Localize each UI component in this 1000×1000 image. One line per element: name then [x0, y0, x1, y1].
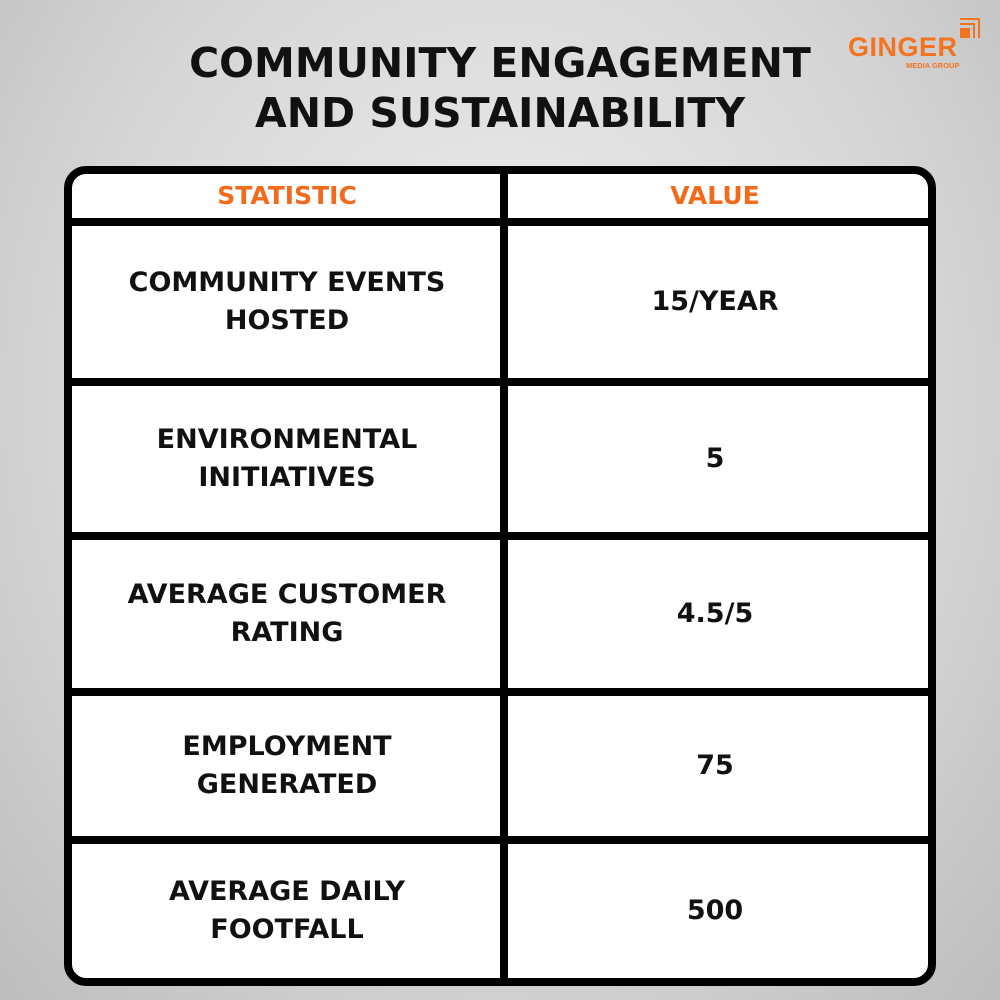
value-cell: 15/YEAR	[651, 286, 779, 317]
table-row: COMMUNITY EVENTS HOSTED 15/YEAR	[72, 226, 928, 378]
statistic-cell: COMMUNITY EVENTS HOSTED	[128, 267, 446, 336]
table-header-row: STATISTIC VALUE	[72, 174, 928, 218]
column-header-value: VALUE	[670, 181, 760, 210]
value-cell: 500	[686, 895, 744, 926]
value-cell: 5	[705, 443, 725, 474]
value-cell: 4.5/5	[676, 598, 754, 629]
table-row: AVERAGE DAILY FOOTFALL 500	[72, 844, 928, 978]
statistic-cell: EMPLOYMENT GENERATED	[182, 731, 392, 800]
page-title: COMMUNITY ENGAGEMENT AND SUSTAINABILITY	[189, 39, 811, 137]
column-header-statistic: STATISTIC	[217, 181, 357, 210]
table-row: ENVIRONMENTAL INITIATIVES 5	[72, 386, 928, 532]
value-cell: 75	[696, 750, 734, 781]
statistic-cell: AVERAGE CUSTOMER RATING	[127, 579, 447, 648]
column-divider	[500, 174, 508, 978]
statistic-cell: ENVIRONMENTAL INITIATIVES	[156, 424, 418, 493]
table-row: EMPLOYMENT GENERATED 75	[72, 696, 928, 836]
logo-mark-icon	[960, 18, 980, 38]
statistics-table: STATISTIC VALUE COMMUNITY EVENTS HOSTED 1…	[64, 166, 936, 986]
table-row: AVERAGE CUSTOMER RATING 4.5/5	[72, 540, 928, 688]
statistic-cell: AVERAGE DAILY FOOTFALL	[169, 876, 405, 945]
ginger-media-group-logo: GINGER MEDIA GROUP	[848, 18, 988, 73]
